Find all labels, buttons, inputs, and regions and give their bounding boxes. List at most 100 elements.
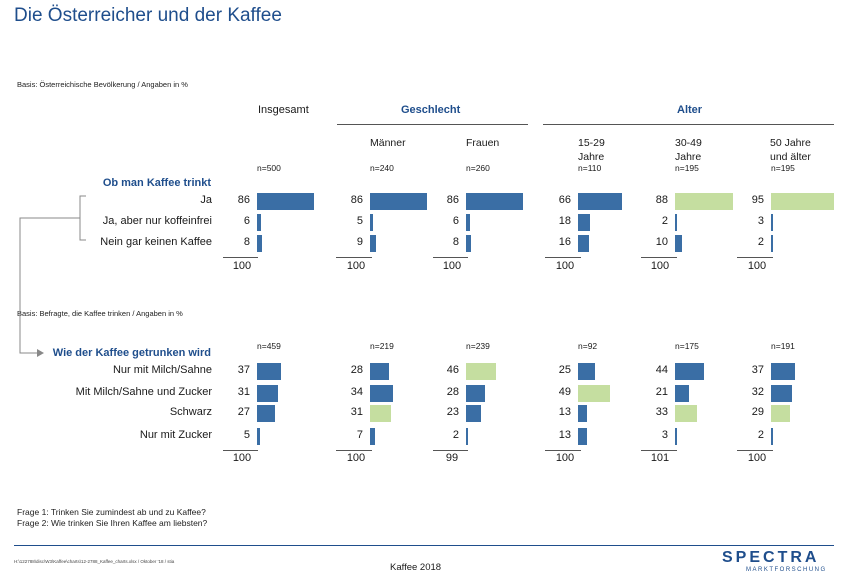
value-label: 2 — [452, 429, 459, 441]
header-insgesamt: Insgesamt — [258, 104, 309, 116]
header-age3: 50 Jahre und älter — [770, 136, 811, 164]
bar — [578, 214, 590, 231]
total-underline — [641, 257, 677, 258]
total-underline — [223, 450, 258, 451]
value-label: 8 — [243, 236, 250, 248]
spectra-logo: SPECTRA — [722, 549, 820, 566]
bar — [675, 428, 677, 445]
sample-size-label: n=195 — [771, 163, 795, 173]
total-underline — [433, 450, 468, 451]
header-age3-line2: und älter — [770, 151, 811, 163]
value-label: 6 — [452, 215, 459, 227]
header-frauen: Frauen — [466, 137, 500, 149]
value-label: 88 — [655, 194, 668, 206]
bar — [370, 214, 374, 231]
value-label: 25 — [558, 364, 571, 376]
bar — [771, 405, 791, 422]
value-label: 10 — [655, 236, 668, 248]
value-label: 18 — [558, 215, 571, 227]
header-age1: 15-29 Jahre — [578, 136, 605, 164]
footer-center: Kaffee 2018 — [390, 562, 442, 573]
bar — [578, 235, 589, 252]
total-label: 100 — [747, 452, 767, 464]
frage-1: Frage 1: Trinken Sie zumindest ab und zu… — [17, 507, 206, 517]
bar — [578, 193, 622, 210]
frage-2: Frage 2: Wie trinken Sie Ihren Kaffee am… — [17, 518, 208, 528]
total-underline — [545, 450, 581, 451]
value-label: 46 — [446, 364, 459, 376]
geschlecht-divider — [337, 124, 528, 125]
sample-size-label: n=195 — [675, 163, 699, 173]
total-underline — [641, 450, 677, 451]
total-label: 100 — [555, 452, 575, 464]
value-label: 5 — [243, 429, 250, 441]
header-alter: Alter — [677, 104, 703, 116]
bar — [466, 405, 482, 422]
row-label: Mit Milch/Sahne und Zucker — [75, 386, 212, 398]
total-label: 101 — [650, 452, 670, 464]
header-age2-line1: 30-49 — [675, 137, 702, 149]
footer-divider — [14, 545, 834, 546]
header-geschlecht: Geschlecht — [401, 104, 461, 116]
bar — [257, 214, 261, 231]
total-underline — [336, 450, 372, 451]
sample-size-label: n=219 — [370, 341, 394, 351]
section-title-1: Ob man Kaffee trinkt — [102, 177, 211, 189]
bar — [466, 214, 470, 231]
value-label: 86 — [350, 194, 363, 206]
sample-size-label: n=110 — [578, 163, 602, 173]
sample-size-label: n=260 — [466, 163, 490, 173]
total-underline — [737, 450, 773, 451]
value-label: 66 — [558, 194, 571, 206]
page-title: Die Österreicher und der Kaffee — [14, 5, 282, 26]
section-title-2: Wie der Kaffee getrunken wird — [52, 347, 211, 359]
value-label: 28 — [446, 386, 459, 398]
bar — [466, 235, 472, 252]
value-label: 13 — [558, 429, 571, 441]
total-label: 100 — [747, 260, 767, 272]
bar — [370, 385, 393, 402]
row-label: Nein gar keinen Kaffee — [100, 236, 212, 248]
value-label: 37 — [237, 364, 250, 376]
bar — [675, 193, 734, 210]
value-label: 23 — [446, 406, 459, 418]
bar — [257, 193, 314, 210]
value-label: 31 — [237, 386, 250, 398]
bar — [578, 363, 595, 380]
bar — [771, 214, 773, 231]
value-label: 9 — [356, 236, 363, 248]
value-label: 27 — [237, 406, 250, 418]
bar — [771, 235, 773, 252]
bar — [466, 193, 523, 210]
total-label: 99 — [445, 452, 459, 464]
value-label: 49 — [558, 386, 571, 398]
row-label: Schwarz — [169, 406, 212, 418]
bar — [675, 385, 689, 402]
value-label: 86 — [237, 194, 250, 206]
total-label: 100 — [346, 452, 366, 464]
total-underline — [737, 257, 773, 258]
value-label: 2 — [757, 236, 764, 248]
bar — [466, 385, 485, 402]
header-age2-line2: Jahre — [675, 151, 702, 163]
total-label: 100 — [442, 260, 462, 272]
bar — [370, 363, 389, 380]
value-label: 3 — [757, 215, 764, 227]
bar — [771, 385, 793, 402]
sample-size-label: n=500 — [257, 163, 281, 173]
bar — [675, 235, 682, 252]
row-label: Nur mit Zucker — [139, 429, 212, 441]
value-label: 2 — [757, 429, 764, 441]
bar — [771, 363, 796, 380]
value-label: 31 — [350, 406, 363, 418]
bar — [370, 193, 427, 210]
file-path: H:\122788\disc\W3\Kaffee\charts\12-2788_… — [14, 559, 175, 564]
bar — [257, 385, 278, 402]
basis-2: Basis: Befragte, die Kaffee trinken / An… — [17, 309, 183, 318]
total-label: 100 — [555, 260, 575, 272]
bar — [675, 363, 705, 380]
total-label: 100 — [650, 260, 670, 272]
basis-1: Basis: Österreichische Bevölkerung / Ang… — [17, 80, 188, 89]
